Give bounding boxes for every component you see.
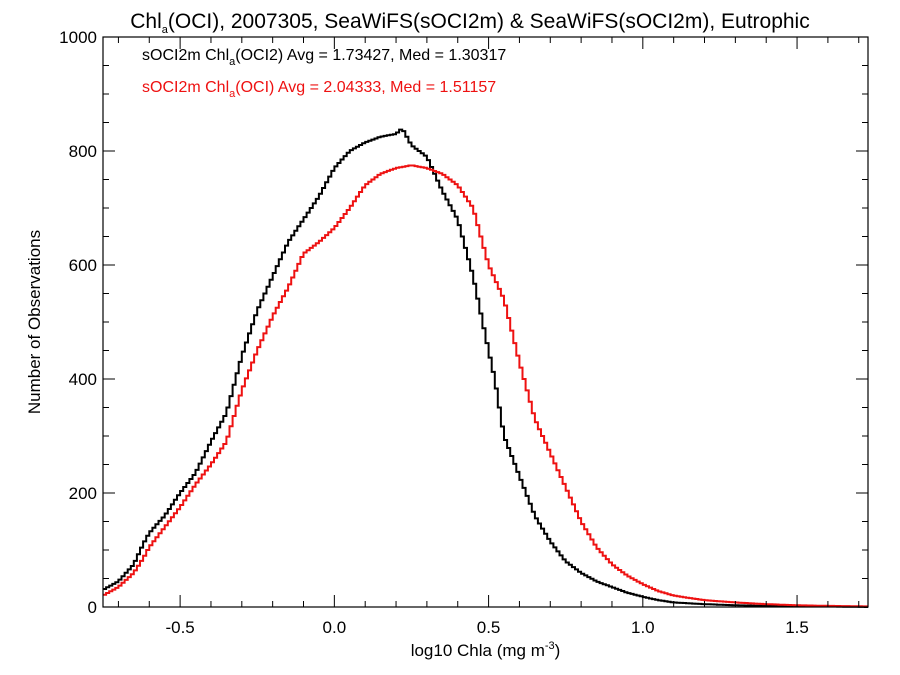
x-tick-label: 1.0 xyxy=(631,618,655,637)
legend-entry-oci2: sOCI2m Chla(OCI2) Avg = 1.73427, Med = 1… xyxy=(142,47,506,68)
legend-entry-oci: sOCI2m Chla(OCI) Avg = 2.04333, Med = 1.… xyxy=(142,79,496,100)
x-tick-label: -0.5 xyxy=(165,618,194,637)
chart-title: Chla(OCI), 2007305, SeaWiFS(sOCI2m) & Se… xyxy=(130,10,809,36)
series-line-1 xyxy=(103,164,868,608)
y-tick-label: 0 xyxy=(88,598,97,617)
y-tick-label: 800 xyxy=(69,142,97,161)
legend: sOCI2m Chla(OCI2) Avg = 1.73427, Med = 1… xyxy=(142,47,506,100)
plot-frame xyxy=(102,36,869,608)
tick-layer: -0.5 0.0 0.5 1.0 1.5 0 200 400 600 800 1000 xyxy=(59,28,868,637)
y-tick-label: 1000 xyxy=(59,28,97,47)
y-tick-label: 400 xyxy=(69,370,97,389)
series-line-0 xyxy=(103,128,868,608)
x-tick-label: 0.5 xyxy=(477,618,501,637)
x-tick-label: 1.5 xyxy=(785,618,809,637)
y-tick-label: 200 xyxy=(69,484,97,503)
series-layer xyxy=(103,128,868,608)
y-tick-label: 600 xyxy=(69,256,97,275)
x-axis-label: log10 Chla (mg m-3) xyxy=(411,640,561,660)
y-axis-label: Number of Observations xyxy=(25,230,44,414)
x-tick-label: 0.0 xyxy=(323,618,347,637)
